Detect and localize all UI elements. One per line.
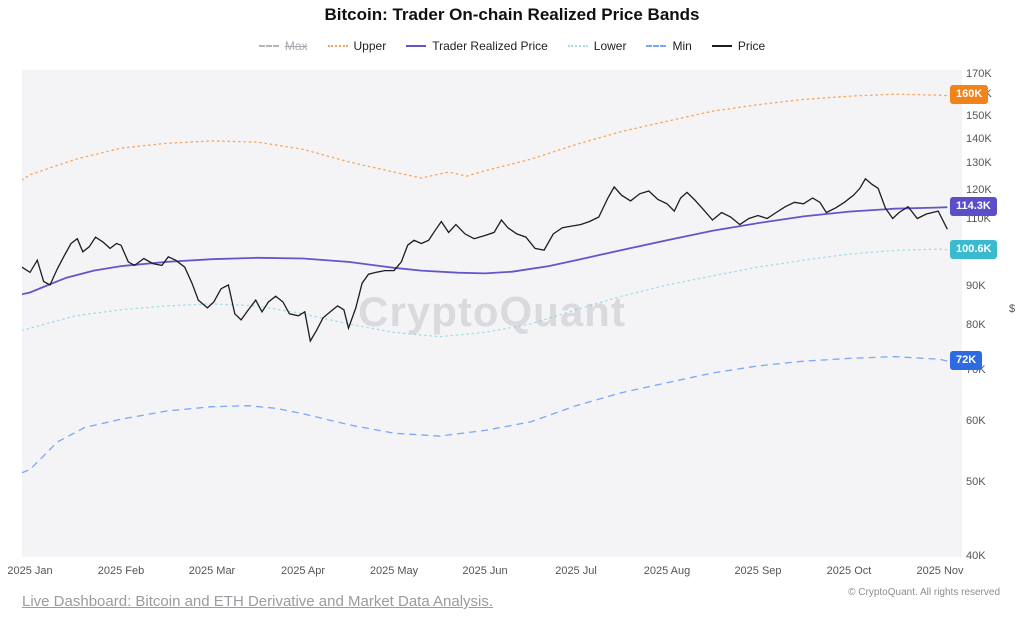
legend-label: Lower	[593, 39, 627, 53]
dotted-line-swatch-icon	[567, 45, 588, 47]
legend: Max Upper Trader Realized Price Lower Mi…	[0, 39, 1024, 53]
legend-item-max[interactable]: Max	[258, 39, 308, 53]
x-tick-label: 2025 Mar	[188, 565, 236, 577]
dashed-line-swatch-icon	[646, 45, 667, 47]
legend-label: Max	[284, 39, 308, 53]
solid-line-swatch-icon	[711, 45, 732, 47]
legend-label: Upper	[353, 39, 387, 53]
legend-label: Min	[672, 39, 692, 53]
y-axis-unit-label: $	[1009, 303, 1016, 315]
y-tick-label: 60K	[966, 414, 986, 427]
y-tick-label: 40K	[966, 550, 986, 562]
x-tick-label: 2025 Feb	[97, 565, 145, 577]
series-line-lower	[22, 248, 948, 338]
page-title: Bitcoin: Trader On-chain Realized Price …	[324, 5, 700, 24]
y-tick-label: 90K	[966, 279, 986, 292]
y-tick-label: 150K	[966, 109, 992, 122]
value-badge-trader-realized-price: 114.3K	[950, 197, 997, 217]
value-badge-upper: 160K	[950, 85, 989, 105]
x-tick-label: 2025 Aug	[643, 565, 691, 577]
x-tick-label: 2025 Jun	[462, 565, 508, 577]
y-tick-label: 170K	[966, 68, 992, 80]
y-tick-label: 80K	[966, 319, 986, 332]
legend-label: Trader Realized Price	[432, 39, 548, 53]
series-line-min	[22, 355, 948, 474]
y-tick-label: 120K	[966, 184, 992, 197]
x-tick-label: 2025 Jan	[7, 565, 53, 577]
x-tick-label: 2025 May	[369, 565, 419, 577]
dotted-line-swatch-icon	[327, 45, 348, 47]
x-tick-label: 2025 Sep	[734, 565, 782, 577]
legend-item-price[interactable]: Price	[711, 39, 766, 53]
plot-area	[22, 70, 962, 557]
series-line-upper	[22, 93, 948, 181]
series-line-price	[22, 177, 948, 343]
legend-item-min[interactable]: Min	[646, 39, 692, 53]
value-badge-min: 72K	[950, 351, 983, 371]
copyright-text: © CryptoQuant. All rights reserved	[848, 587, 1000, 598]
series-line-trader-realized-price	[22, 206, 948, 296]
legend-item-upper[interactable]: Upper	[327, 39, 387, 53]
dashed-line-swatch-icon	[258, 45, 279, 47]
y-tick-label: 140K	[966, 132, 992, 145]
x-tick-label: 2025 Jul	[555, 565, 597, 577]
x-tick-label: 2025 Oct	[826, 565, 872, 577]
x-tick-label: 2025 Apr	[280, 565, 326, 577]
y-tick-label: 50K	[966, 475, 986, 488]
legend-item-lower[interactable]: Lower	[567, 39, 627, 53]
legend-label: Price	[737, 39, 766, 53]
live-dashboard-link[interactable]: Live Dashboard: Bitcoin and ETH Derivati…	[22, 593, 494, 610]
x-tick-label: 2025 Nov	[916, 565, 964, 577]
plot-canvas[interactable]	[22, 70, 962, 557]
y-tick-label: 130K	[966, 157, 992, 170]
value-badge-lower: 100.6K	[950, 239, 998, 259]
solid-line-swatch-icon	[406, 45, 427, 47]
legend-item-trader-realized-price[interactable]: Trader Realized Price	[406, 39, 548, 53]
